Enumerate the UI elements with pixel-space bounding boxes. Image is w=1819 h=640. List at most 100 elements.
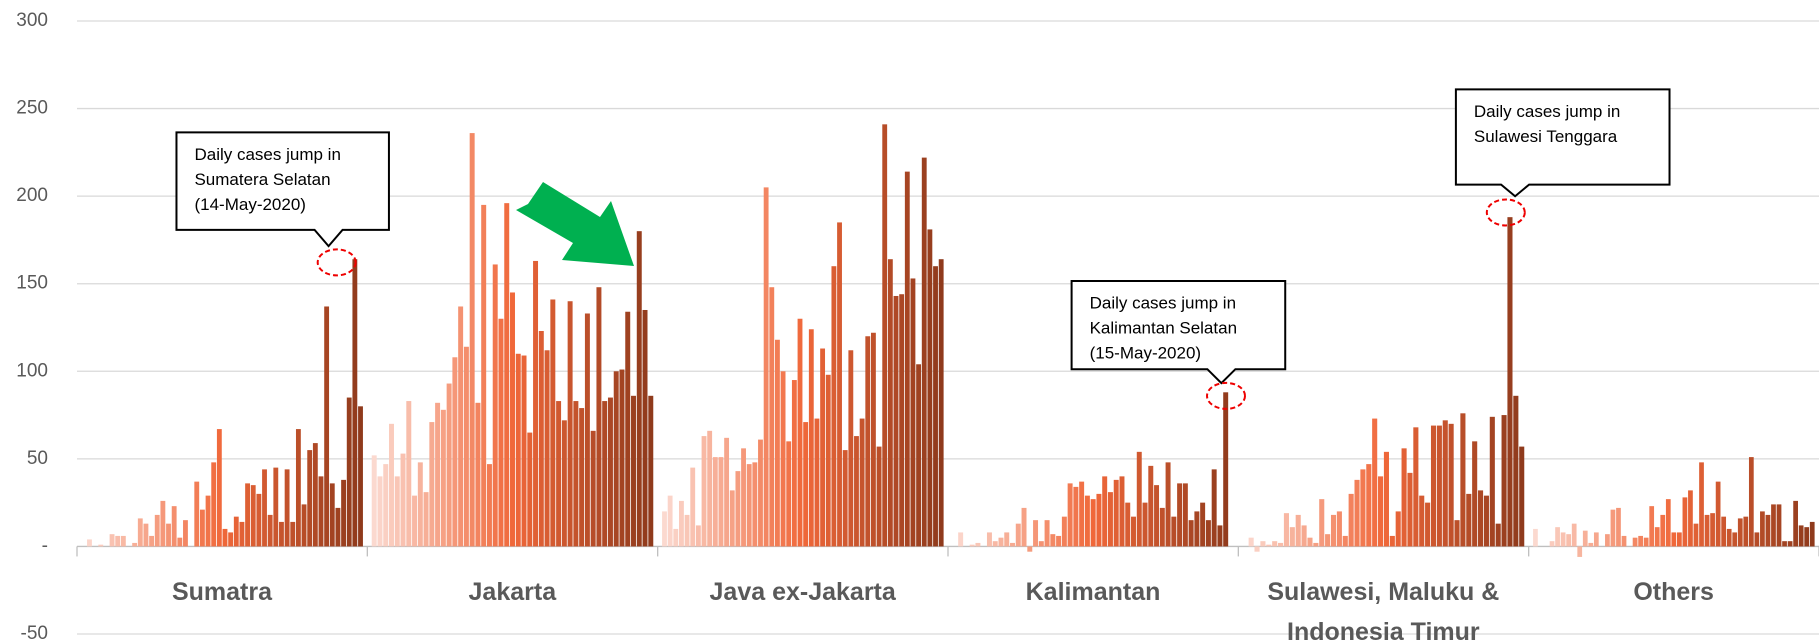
group-label: Sulawesi, Maluku & Indonesia Timur [1267, 578, 1500, 640]
bar [510, 292, 515, 547]
callout-text: Sulawesi Tenggara [1474, 127, 1618, 146]
bar [825, 374, 831, 547]
bar [1549, 541, 1555, 547]
bar [429, 422, 435, 547]
bar [1033, 520, 1039, 547]
bar [1079, 481, 1085, 547]
bar [1171, 516, 1177, 547]
y-tick-label: 300 [16, 10, 48, 31]
bar [1704, 514, 1710, 547]
y-tick-label: 150 [16, 273, 48, 294]
bar [1436, 425, 1442, 547]
bar [642, 309, 648, 547]
bar [239, 521, 245, 547]
bar [1632, 537, 1638, 547]
bar [233, 516, 239, 547]
bar [463, 346, 469, 547]
bar [1507, 217, 1513, 547]
y-tick-label: -50 [21, 623, 48, 640]
bar [1119, 476, 1125, 547]
bar [1665, 499, 1671, 547]
bar [1448, 423, 1454, 547]
bar [1660, 514, 1666, 547]
bar [567, 301, 573, 547]
bar [216, 429, 222, 547]
bar [904, 171, 910, 547]
bar [307, 450, 313, 547]
bar [394, 476, 400, 547]
bar [1325, 534, 1331, 547]
bar [1682, 497, 1688, 547]
bar [1027, 546, 1033, 552]
bar [1715, 481, 1721, 547]
bar [1113, 479, 1119, 547]
y-tick-label: - [42, 535, 48, 556]
bar [335, 507, 341, 547]
bar [927, 229, 933, 547]
bar [865, 336, 871, 547]
bar [481, 204, 487, 547]
bar [613, 371, 619, 547]
bar [584, 313, 590, 547]
bar [1577, 546, 1583, 557]
bar [1798, 525, 1804, 547]
bar [1771, 504, 1776, 547]
bar [1182, 483, 1188, 547]
bar [735, 471, 741, 547]
bar [1125, 502, 1131, 547]
bar [1289, 527, 1295, 547]
bar [1671, 532, 1677, 547]
bar [854, 436, 859, 547]
y-tick-label: 200 [16, 185, 48, 206]
bar [538, 331, 544, 547]
bar [893, 295, 899, 547]
bar [1223, 392, 1229, 547]
group-label: Kalimantan [1025, 578, 1161, 606]
bar [780, 371, 786, 547]
bar [1188, 520, 1194, 547]
bar [371, 455, 377, 547]
bar [132, 542, 138, 547]
bar [1354, 479, 1360, 547]
bar [222, 528, 228, 547]
bar [602, 401, 608, 547]
bar [1793, 500, 1798, 547]
bar [440, 409, 446, 547]
bar [729, 490, 735, 547]
bar [1782, 541, 1787, 547]
bar [250, 485, 256, 547]
bar [1501, 415, 1507, 547]
bar [1319, 499, 1325, 547]
bar [1342, 535, 1348, 547]
bar [1266, 544, 1272, 547]
bar [712, 457, 718, 547]
bar [1159, 507, 1165, 547]
bar [992, 541, 998, 547]
bar [1407, 472, 1413, 547]
bar [1107, 492, 1113, 547]
bar [377, 476, 383, 547]
bar [341, 479, 346, 547]
bar [775, 339, 780, 547]
bar [1050, 534, 1056, 547]
bar [1307, 537, 1313, 547]
bar [1566, 534, 1572, 547]
bar [312, 443, 318, 547]
group-label: Others [1633, 578, 1714, 606]
bar [527, 432, 533, 547]
bar [1372, 418, 1378, 547]
callout-text: Daily cases jump in [194, 145, 340, 164]
bar [1015, 523, 1021, 547]
bar [1136, 451, 1142, 547]
bar [115, 535, 121, 547]
bar [1809, 521, 1815, 547]
bar [290, 521, 296, 547]
bar [887, 259, 893, 547]
bar [803, 422, 809, 547]
bar [504, 203, 510, 547]
bar [1278, 542, 1284, 547]
bar [1419, 495, 1425, 547]
bar [423, 492, 429, 547]
